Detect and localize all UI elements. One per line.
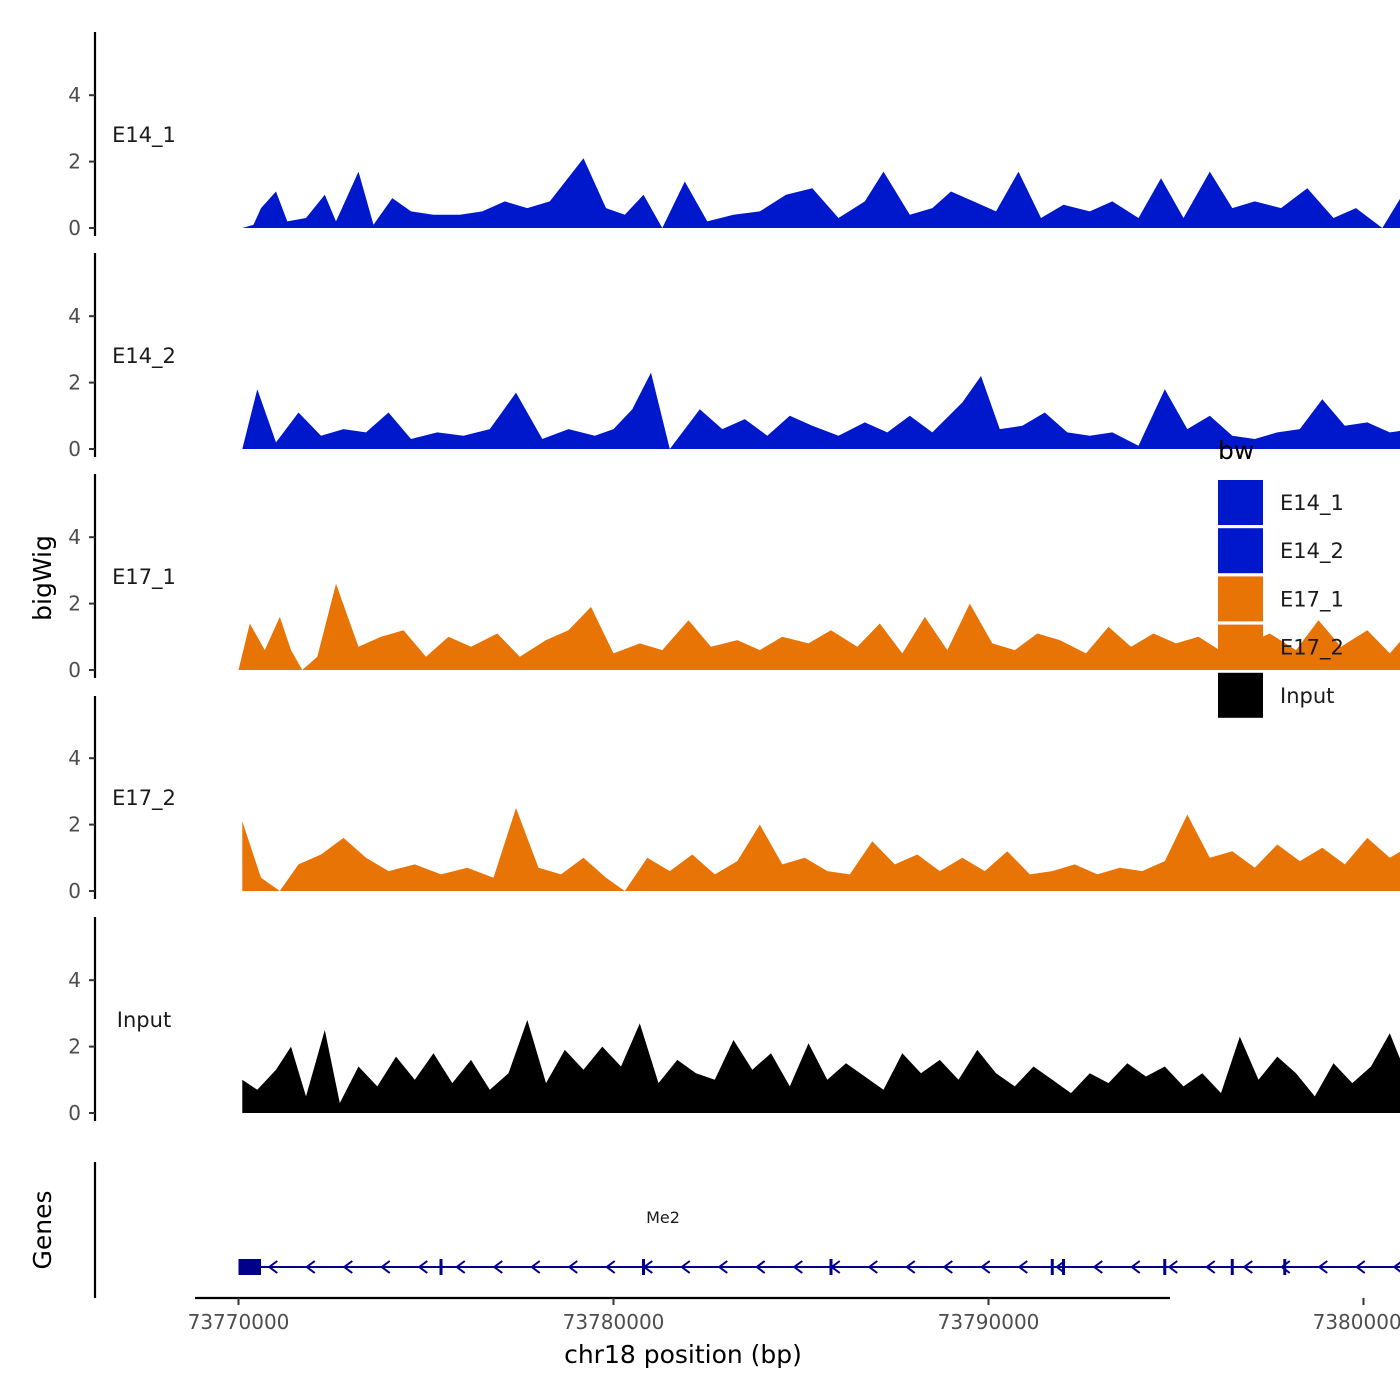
x-axis-title: chr18 position (bp) <box>564 1340 802 1369</box>
y-tick-label: 4 <box>68 968 81 992</box>
strand-arrow <box>1130 1260 1141 1274</box>
legend-label: E17_2 <box>1280 636 1344 661</box>
y-tick-label: 4 <box>68 304 81 328</box>
y-tick-label: 4 <box>68 746 81 770</box>
y-tick-label: 0 <box>68 437 81 461</box>
legend-label: E14_1 <box>1280 491 1344 516</box>
y-tick-label: 0 <box>68 1101 81 1125</box>
strand-arrow <box>417 1260 428 1274</box>
strand-arrow <box>905 1260 916 1274</box>
gene-model <box>238 1259 1400 1275</box>
gene-exon <box>1050 1259 1054 1275</box>
strand-arrow <box>380 1260 391 1274</box>
strand-arrow <box>1017 1260 1028 1274</box>
x-tick-label: 73790000 <box>938 1310 1040 1334</box>
strand-arrow <box>1242 1260 1253 1274</box>
strand-arrow <box>305 1260 316 1274</box>
strand-arrow <box>530 1260 541 1274</box>
strand-arrow <box>942 1260 953 1274</box>
track-label: E17_2 <box>112 786 176 811</box>
signal-area <box>242 1020 1400 1113</box>
strand-arrow <box>680 1260 691 1274</box>
track-e14-1: 0 2 4 E14_1 <box>68 32 1400 240</box>
legend-key <box>1218 576 1263 622</box>
strand-arrow <box>1205 1260 1216 1274</box>
y-axis-title: bigWig <box>28 535 57 621</box>
strand-arrow <box>830 1260 841 1274</box>
strand-arrow <box>455 1260 466 1274</box>
x-tick-label: 73780000 <box>563 1310 665 1334</box>
genes-panel: Genes Me2 <box>28 1162 1400 1298</box>
legend-key <box>1218 528 1263 574</box>
track-input: 0 2 4 Input <box>68 917 1400 1125</box>
legend: bw E14_1 E14_2 E17_1 E17_2 Input <box>1218 436 1344 718</box>
signal-area <box>242 372 1400 449</box>
y-tick-label: 0 <box>68 658 81 682</box>
track-label: E14_1 <box>112 123 176 148</box>
strand-arrow <box>1280 1260 1291 1274</box>
track-e17-2: 0 2 4 E17_2 <box>68 696 1400 903</box>
track-e17-1: 0 2 4 E17_1 <box>68 474 1400 682</box>
legend-key <box>1218 480 1263 525</box>
strand-arrow <box>755 1260 766 1274</box>
y-tick-label: 2 <box>68 813 81 837</box>
gene-exon <box>1163 1259 1167 1275</box>
genes-axis-title: Genes <box>28 1190 57 1269</box>
strand-arrow <box>980 1260 991 1274</box>
signal-area <box>238 583 1400 670</box>
strand-arrow <box>342 1260 353 1274</box>
gene-label: Me2 <box>646 1208 680 1227</box>
y-tick-label: 2 <box>68 371 81 395</box>
strand-arrow <box>867 1260 878 1274</box>
track-label: Input <box>117 1008 171 1032</box>
track-e14-2: 0 2 4 E14_2 <box>68 253 1400 461</box>
x-tick-label: 73770000 <box>188 1310 290 1334</box>
strand-arrow <box>1092 1260 1103 1274</box>
y-tick-label: 2 <box>68 150 81 174</box>
strand-arrow <box>792 1260 803 1274</box>
strand-arrow <box>1055 1260 1066 1274</box>
track-label: E14_2 <box>112 344 176 369</box>
signal-area <box>242 808 1400 891</box>
y-tick-label: 2 <box>68 1035 81 1059</box>
gene-utr-block <box>238 1259 261 1275</box>
strand-arrow <box>1317 1260 1328 1274</box>
legend-title: bw <box>1218 436 1254 465</box>
gene-exon <box>1283 1259 1287 1275</box>
strand-arrow <box>567 1260 578 1274</box>
strand-arrow <box>1355 1260 1366 1274</box>
legend-key <box>1218 624 1263 670</box>
gene-exon <box>439 1259 443 1275</box>
strand-arrow <box>642 1260 653 1274</box>
x-axis: 7377000073780000737900007380000073810000 <box>188 1296 1400 1334</box>
legend-key <box>1218 672 1263 718</box>
strand-arrow <box>717 1260 728 1274</box>
y-tick-label: 0 <box>68 879 81 903</box>
track-label: E17_1 <box>112 565 176 590</box>
gene-exon <box>1062 1259 1065 1275</box>
gene-exon <box>1230 1259 1234 1275</box>
y-tick-label: 4 <box>68 525 81 549</box>
legend-label: Input <box>1280 684 1334 708</box>
y-tick-label: 2 <box>68 592 81 616</box>
strand-arrow <box>492 1260 503 1274</box>
strand-arrow <box>1167 1260 1178 1274</box>
strand-arrow <box>267 1260 278 1274</box>
y-tick-label: 4 <box>68 83 81 107</box>
x-tick-label: 73800000 <box>1313 1310 1400 1334</box>
legend-label: E14_2 <box>1280 539 1344 564</box>
y-tick-label: 0 <box>68 216 81 240</box>
legend-label: E17_1 <box>1280 587 1344 612</box>
strand-arrow <box>605 1260 616 1274</box>
signal-area <box>242 158 1400 228</box>
